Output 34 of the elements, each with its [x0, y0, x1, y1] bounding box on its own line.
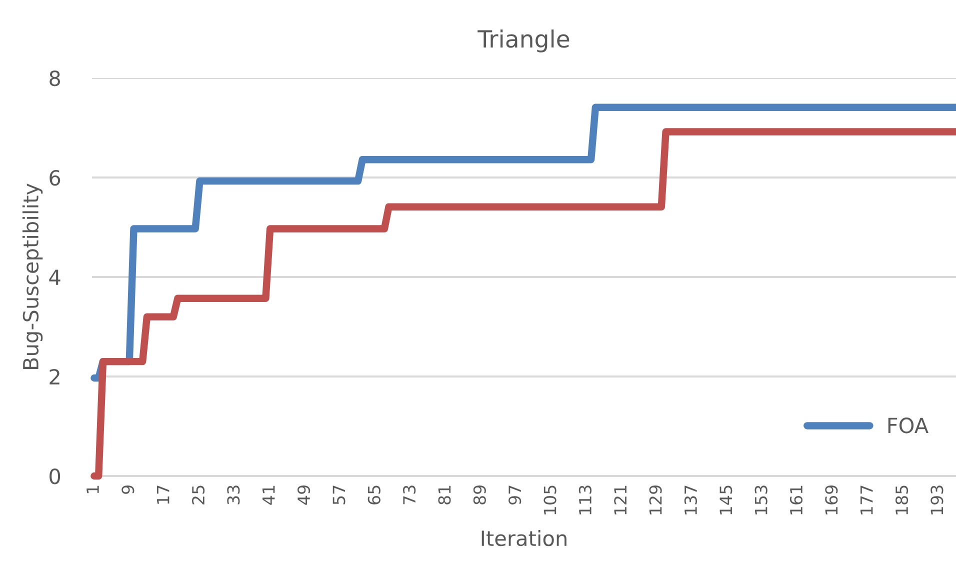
- x-tick-label: 17: [157, 486, 170, 504]
- x-tick-label: 9: [122, 486, 134, 494]
- x-tick-label: 57: [332, 486, 346, 504]
- x-tick-label: 1: [86, 486, 99, 494]
- x-tick-label: 65: [368, 486, 380, 504]
- x-tick-label: 97: [508, 486, 522, 504]
- x-tick-label: 153: [754, 486, 768, 514]
- x-tick-label: 185: [895, 486, 908, 514]
- y-tick-label: 8: [50, 70, 60, 86]
- x-tick-label: 161: [790, 486, 803, 514]
- x-tick-label: 113: [578, 486, 592, 514]
- y-tick-label: 6: [50, 170, 60, 186]
- x-tick-label: 33: [227, 486, 240, 504]
- x-tick-label: 177: [860, 486, 873, 514]
- x-tick-label: 193: [930, 486, 944, 514]
- x-axis-title: Iteration: [482, 530, 566, 546]
- x-tick-label: 81: [438, 486, 451, 504]
- y-axis-title: Bug-Susceptibility: [22, 184, 43, 369]
- x-tick-label: 121: [614, 486, 626, 514]
- x-tick-label: 25: [192, 486, 205, 504]
- y-tick-label: 0: [50, 468, 60, 484]
- x-tick-label: 89: [473, 486, 486, 504]
- x-tick-label: 169: [825, 486, 838, 514]
- x-tick-label: 49: [297, 486, 310, 505]
- y-tick-label: 4: [49, 270, 60, 285]
- x-tick-label: 145: [720, 486, 732, 514]
- x-tick-label: 129: [649, 486, 662, 514]
- y-tick-label: 2: [50, 368, 60, 384]
- chart-title: Triangle: [478, 30, 570, 52]
- x-tick-label: 73: [403, 486, 416, 504]
- x-tick-label: 41: [262, 486, 275, 505]
- x-tick-label: 137: [684, 486, 698, 514]
- legend-label: FOA: [888, 418, 928, 434]
- x-tick-label: 105: [544, 486, 556, 514]
